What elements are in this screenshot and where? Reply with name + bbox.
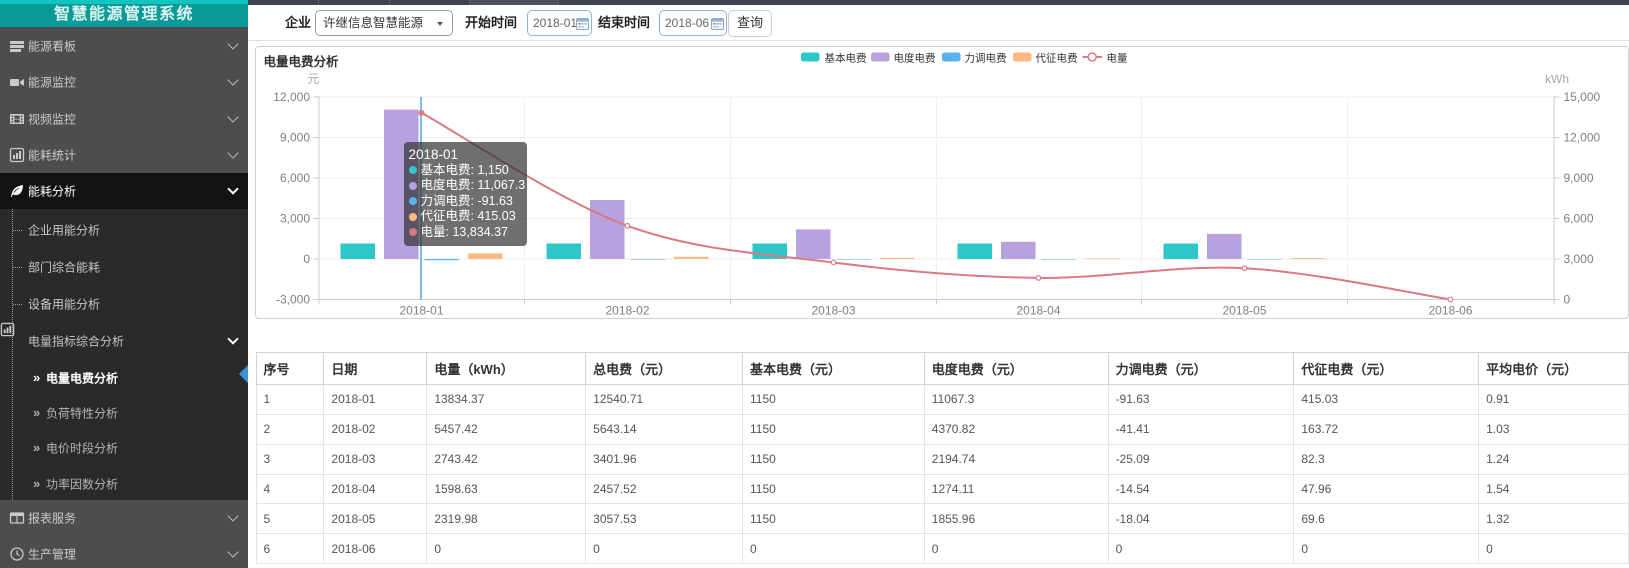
svg-text:9,000: 9,000 bbox=[279, 131, 309, 145]
svg-text:2018-03: 2018-03 bbox=[811, 304, 855, 318]
svg-text:12,000: 12,000 bbox=[273, 90, 310, 104]
svg-text:电度电费: 电度电费 bbox=[893, 52, 935, 65]
svg-text:6,000: 6,000 bbox=[279, 171, 309, 185]
svg-text:2018-02: 2018-02 bbox=[605, 304, 649, 318]
svg-text:2018-06: 2018-06 bbox=[1428, 304, 1472, 318]
svg-text:-3,000: -3,000 bbox=[275, 293, 309, 307]
svg-text:3,000: 3,000 bbox=[279, 212, 309, 226]
svg-text:代征电费: 代征电费 bbox=[1035, 52, 1077, 65]
svg-text:kWh: kWh bbox=[1545, 72, 1569, 86]
svg-text:15,000: 15,000 bbox=[1563, 90, 1600, 104]
svg-text:3,000: 3,000 bbox=[1563, 252, 1593, 266]
svg-text:2018-04: 2018-04 bbox=[1016, 304, 1060, 318]
svg-text:0: 0 bbox=[1563, 293, 1570, 307]
svg-text:2018-01: 2018-01 bbox=[399, 304, 443, 318]
svg-text:0: 0 bbox=[303, 252, 310, 266]
svg-text:9,000: 9,000 bbox=[1563, 171, 1593, 185]
svg-text:2018-05: 2018-05 bbox=[1222, 304, 1266, 318]
svg-text:6,000: 6,000 bbox=[1563, 212, 1593, 226]
svg-text:元: 元 bbox=[307, 72, 319, 86]
svg-text:基本电费: 基本电费 bbox=[824, 52, 866, 65]
svg-text:力调电费: 力调电费 bbox=[964, 52, 1006, 65]
svg-text:12,000: 12,000 bbox=[1563, 131, 1600, 145]
svg-text:电量: 电量 bbox=[1106, 52, 1128, 65]
